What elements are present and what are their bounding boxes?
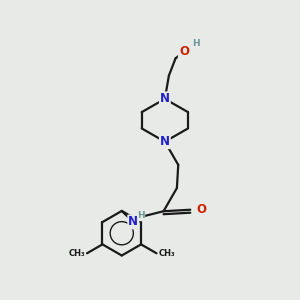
Text: H: H [193,39,200,48]
Text: N: N [160,135,170,148]
Text: CH₃: CH₃ [159,249,175,258]
Text: N: N [128,215,138,228]
Text: H: H [137,212,145,220]
Text: O: O [196,203,207,216]
Text: O: O [179,45,189,58]
Text: N: N [160,92,170,105]
Text: CH₃: CH₃ [68,249,85,258]
